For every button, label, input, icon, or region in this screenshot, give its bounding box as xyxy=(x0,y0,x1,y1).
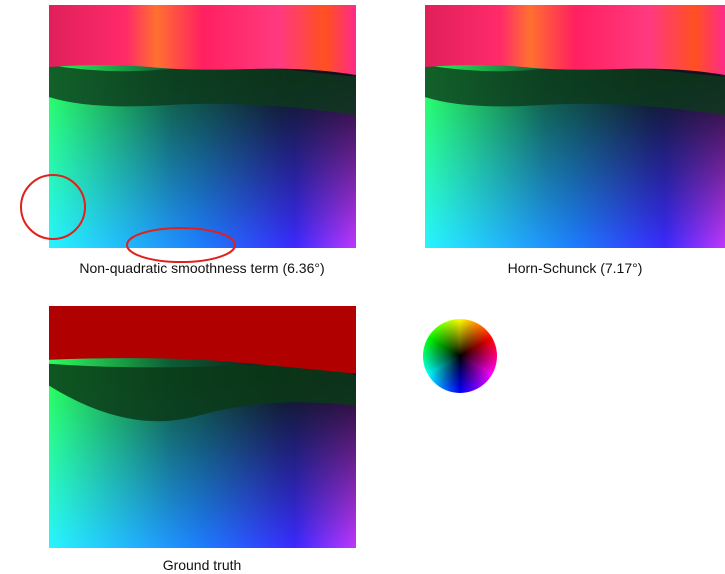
caption: Non-quadratic smoothness term (6.36°) xyxy=(79,260,324,276)
caption: Ground truth xyxy=(163,557,242,573)
flow-image xyxy=(425,5,725,248)
figure: Non-quadratic smoothness term (6.36°) Ho… xyxy=(0,0,725,574)
caption: Horn-Schunck (7.17°) xyxy=(508,260,643,276)
color-wheel xyxy=(423,319,497,393)
ground-truth-image xyxy=(49,306,356,548)
figure-canvas: Non-quadratic smoothness term (6.36°) Ho… xyxy=(0,0,725,574)
flow-image xyxy=(49,5,358,248)
